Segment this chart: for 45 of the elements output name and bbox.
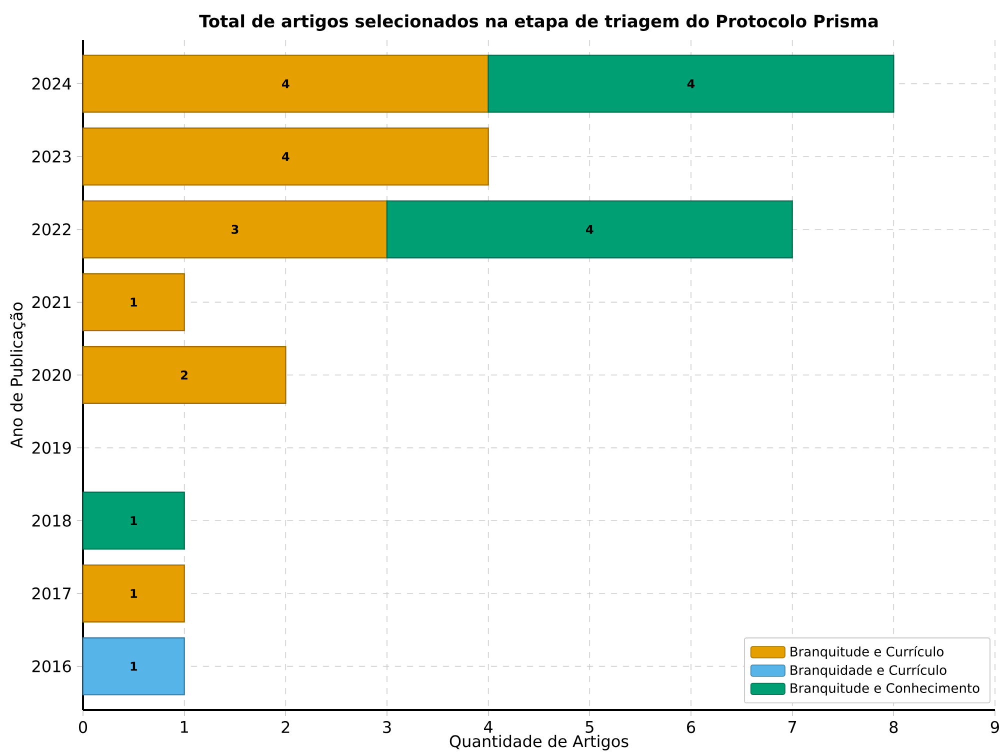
bar [488,54,894,113]
bar [82,564,185,622]
x-axis-title: Quantidade de Artigos [450,734,628,750]
bar [82,54,489,113]
x-tick-label: 0 [78,721,88,734]
bar [82,346,286,404]
data-label: 1 [130,589,138,598]
bar [82,273,185,332]
data-label: 1 [130,662,138,671]
data-label: 4 [586,224,594,234]
y-tick-label: 2018 [32,514,71,527]
y-tick-label: 2017 [32,587,71,600]
bar [82,200,388,258]
y-tick-label: 2019 [32,442,71,454]
bar [82,128,489,186]
y-tick-label: 2023 [32,150,71,163]
data-label: 4 [687,79,695,88]
legend-label: Branquitude e Conhecimento [790,682,980,696]
bar [82,637,185,696]
y-tick-label: 2024 [32,78,72,90]
x-tick-label: 2 [282,721,290,733]
x-tick-label: 3 [383,721,391,734]
x-tick-label: 5 [586,721,594,733]
x-tick-label: 8 [890,721,898,734]
y-tick-label: 2020 [32,368,71,382]
y-axis-title: Ano de Publicação [10,302,26,448]
chart-title: Total de artigos selecionados na etapa de triagem do Protocolo Prisma [199,14,878,31]
legend-label: Branquidade e Currículo [790,664,946,678]
y-tick-label: 2021 [32,296,70,308]
x-tick-label: 7 [788,721,796,733]
y-tick-label: 2022 [32,223,70,236]
data-label: 2 [181,370,188,380]
data-label: 4 [282,79,290,88]
data-label: 3 [232,224,238,234]
x-tick-label: 6 [687,721,696,734]
bar [82,492,185,550]
x-tick-label: 9 [990,721,999,734]
data-label: 1 [130,298,138,307]
data-label: 1 [130,516,138,526]
y-tick-label: 2016 [32,660,71,672]
data-label: 4 [282,152,290,161]
x-tick-label: 1 [181,721,188,733]
bar [386,200,793,258]
legend-label: Branquitude e Currículo [790,646,944,660]
x-tick-label: 4 [484,721,493,733]
